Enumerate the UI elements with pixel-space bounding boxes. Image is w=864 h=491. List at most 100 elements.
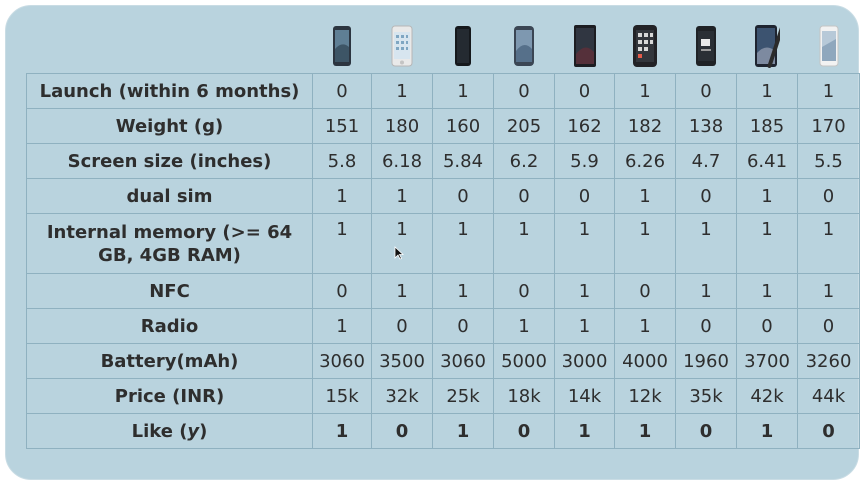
table-cell: 5000: [493, 343, 555, 379]
table-cell: 3060: [312, 343, 372, 379]
table-cell: 0: [493, 273, 555, 309]
phone-image-8: [736, 18, 798, 74]
table-cell: 1: [797, 213, 860, 274]
table-cell: 1: [493, 213, 555, 274]
phone-3-icon: [455, 25, 471, 66]
row-label: Launch (within 6 months): [26, 73, 313, 109]
phone-5-icon: [573, 24, 596, 67]
table-cell: 0: [493, 73, 555, 109]
table-cell: 1: [312, 178, 372, 214]
table-cell: 1: [312, 308, 372, 344]
table-cell: 0: [371, 413, 433, 449]
table-cell: 35k: [675, 378, 737, 414]
phone-image-7: [675, 18, 737, 74]
table-cell: 4000: [614, 343, 676, 379]
table-cell: 151: [312, 108, 372, 144]
table-cell: 0: [797, 178, 860, 214]
table-cell: 14k: [554, 378, 615, 414]
like-label-variable: y: [187, 420, 200, 442]
table-row-internal-memory: Internal memory (>= 64 GB, 4GB RAM) 1 1 …: [26, 213, 860, 274]
table-cell: 0: [432, 308, 494, 344]
phone-spec-table: Launch (within 6 months) 0 1 1 0 0 1 0 1…: [26, 18, 860, 449]
table-cell: 18k: [493, 378, 555, 414]
table-cell: 1: [614, 308, 676, 344]
table-cell: 44k: [797, 378, 860, 414]
table-cell: 0: [675, 73, 737, 109]
table-cell: 0: [675, 178, 737, 214]
table-cell: 0: [797, 308, 860, 344]
table-cell: 5.5: [797, 143, 860, 179]
phone-4-icon: [514, 25, 534, 66]
table-cell: 1960: [675, 343, 737, 379]
table-cell: 1: [736, 178, 798, 214]
phone-image-5: [554, 18, 615, 74]
table-cell: 1: [312, 213, 372, 274]
table-cell: 0: [493, 413, 555, 449]
table-cell: 185: [736, 108, 798, 144]
table-cell: 1: [614, 413, 676, 449]
table-cell: 15k: [312, 378, 372, 414]
table-cell: 32k: [371, 378, 433, 414]
phone-2-icon: [391, 25, 413, 66]
table-cell: 1: [614, 73, 676, 109]
phone-7-icon: [696, 25, 716, 66]
table-cell: 5.8: [312, 143, 372, 179]
table-cell: 182: [614, 108, 676, 144]
table-cell: 0: [493, 178, 555, 214]
like-label-close: ): [199, 420, 208, 442]
table-cell: 1: [736, 413, 798, 449]
row-label: Like (y): [26, 413, 313, 449]
phone-image-1: [312, 18, 372, 74]
row-label: dual sim: [26, 178, 313, 214]
row-label: Radio: [26, 308, 313, 344]
table-cell: 3060: [432, 343, 494, 379]
table-cell: 1: [432, 213, 494, 274]
phone-image-6: [614, 18, 676, 74]
phone-image-row: [27, 18, 860, 74]
table-cell: 0: [432, 178, 494, 214]
table-cell: 3500: [371, 343, 433, 379]
table-cell: 0: [554, 73, 615, 109]
table-cell: 1: [736, 273, 798, 309]
table-cell: 42k: [736, 378, 798, 414]
table-cell: 160: [432, 108, 494, 144]
table-cell: 0: [554, 178, 615, 214]
table-cell: 1: [675, 273, 737, 309]
table-cell: 162: [554, 108, 615, 144]
table-cell: 3260: [797, 343, 860, 379]
row-label: Price (INR): [26, 378, 313, 414]
table-cell: 1: [493, 308, 555, 344]
table-cell: 1: [797, 73, 860, 109]
table-cell: 138: [675, 108, 737, 144]
phone-1-icon: [333, 25, 351, 66]
table-cell: 5.9: [554, 143, 615, 179]
table-row-like: Like (y) 1 0 1 0 1 1 0 1 0: [26, 413, 860, 449]
table-cell: 1: [614, 178, 676, 214]
table-cell: 1: [614, 213, 676, 274]
table-cell: 1: [736, 73, 798, 109]
table-cell: 1: [371, 213, 433, 274]
phone-6-icon: [633, 24, 657, 67]
table-row-battery: Battery(mAh) 3060 3500 3060 5000 3000 40…: [26, 343, 860, 379]
table-cell: 0: [312, 73, 372, 109]
table-row-screen-size: Screen size (inches) 5.8 6.18 5.84 6.2 5…: [26, 143, 860, 179]
table-row-price: Price (INR) 15k 32k 25k 18k 14k 12k 35k …: [26, 378, 860, 414]
table-row-weight: Weight (g) 151 180 160 205 162 182 138 1…: [26, 108, 860, 144]
table-cell: 1: [371, 178, 433, 214]
table-cell: 5.84: [432, 143, 494, 179]
table-cell: 0: [736, 308, 798, 344]
table-cell: 6.2: [493, 143, 555, 179]
table-cell: 205: [493, 108, 555, 144]
row-label: Screen size (inches): [26, 143, 313, 179]
row-label: Weight (g): [26, 108, 313, 144]
table-cell: 6.41: [736, 143, 798, 179]
table-cell: 0: [675, 413, 737, 449]
table-row-launch: Launch (within 6 months) 0 1 1 0 0 1 0 1…: [26, 73, 860, 109]
table-row-radio: Radio 1 0 0 1 1 1 0 0 0: [26, 308, 860, 344]
table-cell: 1: [432, 73, 494, 109]
table-cell: 0: [312, 273, 372, 309]
phone-image-2: [371, 18, 433, 74]
table-cell: 1: [675, 213, 737, 274]
table-cell: 1: [736, 213, 798, 274]
table-cell: 6.18: [371, 143, 433, 179]
